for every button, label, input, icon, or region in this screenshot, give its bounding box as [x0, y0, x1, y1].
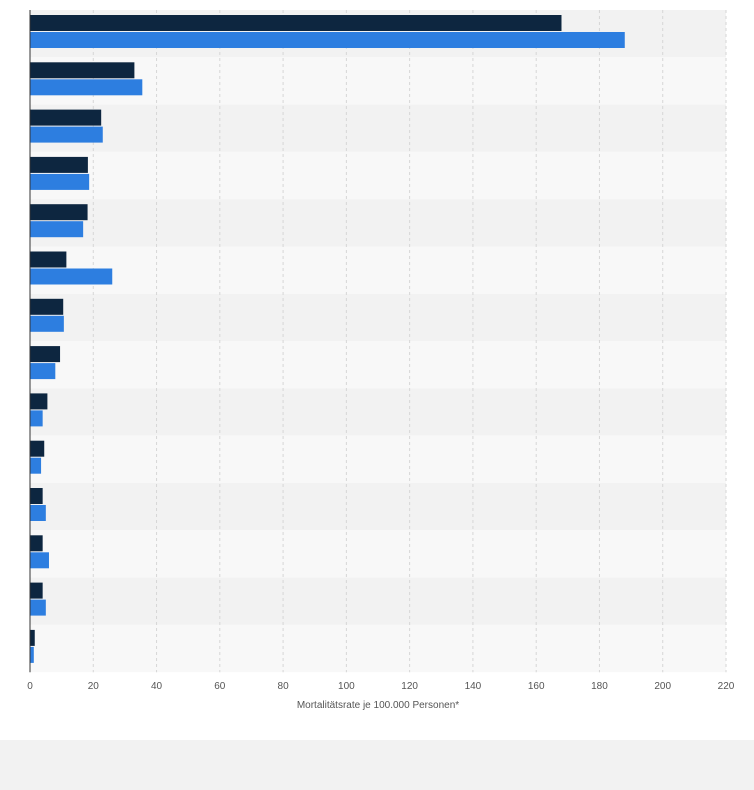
bar-2-13[interactable]	[30, 599, 46, 616]
row-band	[30, 57, 726, 105]
x-tick-label: 200	[654, 681, 671, 692]
x-axis-title: Mortalitätsrate je 100.000 Personen*	[297, 700, 459, 711]
bars	[30, 15, 625, 663]
bar-2-6[interactable]	[30, 268, 113, 285]
bar-1-9[interactable]	[30, 393, 48, 410]
bar-1-14[interactable]	[30, 629, 35, 646]
bar-2-9[interactable]	[30, 410, 43, 427]
x-tick-label: 180	[591, 681, 608, 692]
x-tick-label: 140	[465, 681, 482, 692]
bar-2-4[interactable]	[30, 173, 90, 190]
bar-2-14[interactable]	[30, 646, 34, 663]
row-band	[30, 104, 726, 152]
bar-1-12[interactable]	[30, 535, 43, 552]
row-band	[30, 624, 726, 673]
bar-2-1[interactable]	[30, 32, 625, 48]
bar-1-8[interactable]	[30, 346, 61, 363]
x-tick-label: 80	[278, 681, 290, 692]
row-band	[30, 293, 726, 342]
x-tick-label: 100	[338, 681, 355, 692]
row-bands	[30, 10, 726, 673]
row-band	[30, 341, 726, 389]
bar-1-11[interactable]	[30, 488, 43, 504]
x-tick-label: 160	[528, 681, 545, 692]
bar-2-3[interactable]	[30, 126, 103, 143]
x-tick-label: 40	[151, 681, 163, 692]
bar-1-10[interactable]	[30, 440, 45, 457]
row-band	[30, 435, 726, 483]
x-tick-label: 60	[214, 681, 226, 692]
row-band	[30, 483, 726, 531]
row-band	[30, 199, 726, 247]
bar-2-2[interactable]	[30, 79, 143, 96]
bar-2-10[interactable]	[30, 457, 42, 474]
bar-1-1[interactable]	[30, 15, 562, 31]
x-tick-label: 220	[718, 681, 735, 692]
bar-1-3[interactable]	[30, 109, 102, 126]
x-tick-label: 20	[88, 681, 100, 692]
bar-1-4[interactable]	[30, 156, 88, 173]
bar-1-6[interactable]	[30, 251, 67, 268]
x-tick-label: 0	[27, 681, 33, 692]
chart-area: 0 20 40 60 80 100 120 140 160 180 200 220 Mortalitä…	[0, 0, 754, 740]
bar-chart: 0 20 40 60 80 100 120 140 160 180 200 220 Mortalitä…	[27, 10, 735, 711]
bar-1-2[interactable]	[30, 62, 135, 79]
bar-2-12[interactable]	[30, 552, 49, 569]
row-band	[30, 577, 726, 625]
bar-2-5[interactable]	[30, 221, 84, 238]
row-band	[30, 388, 726, 436]
bar-1-7[interactable]	[30, 298, 64, 315]
bar-1-5[interactable]	[30, 204, 88, 221]
bar-1-13[interactable]	[30, 582, 43, 599]
x-tick-labels: 0 20 40 60 80 100 120 140 160 180 200 220	[27, 681, 735, 692]
bar-2-11[interactable]	[30, 505, 46, 521]
bar-2-8[interactable]	[30, 363, 56, 380]
x-tick-label: 120	[401, 681, 418, 692]
row-band	[30, 151, 726, 200]
row-band	[30, 246, 726, 294]
row-band	[30, 530, 726, 578]
bar-2-7[interactable]	[30, 315, 64, 332]
